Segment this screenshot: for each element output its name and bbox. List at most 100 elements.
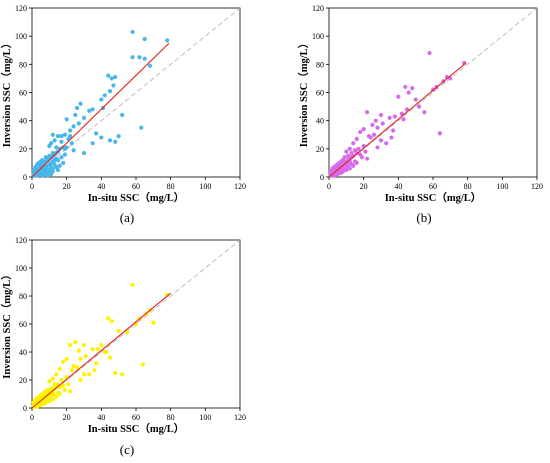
data-point xyxy=(81,115,87,120)
data-point xyxy=(371,132,377,137)
x-tick-label: 20 xyxy=(63,413,71,422)
x-tick-label: 100 xyxy=(496,182,508,191)
y-tick-label: 60 xyxy=(19,320,27,329)
y-axis-label: Inversion SSC（mg/L） xyxy=(0,269,13,378)
data-point xyxy=(130,282,135,287)
data-point xyxy=(94,131,99,136)
data-point xyxy=(62,387,68,392)
data-point xyxy=(62,146,68,151)
data-point xyxy=(57,163,62,168)
data-point xyxy=(78,101,83,106)
data-point xyxy=(54,384,59,390)
data-point xyxy=(396,94,401,99)
data-point xyxy=(68,128,73,133)
data-point xyxy=(99,97,104,102)
data-point xyxy=(78,377,83,383)
data-point xyxy=(90,107,95,112)
data-point xyxy=(40,169,45,174)
x-tick-label: 0 xyxy=(30,182,34,191)
data-point xyxy=(47,379,52,384)
data-point xyxy=(417,104,422,109)
y-tick-label: 80 xyxy=(316,60,324,69)
data-point xyxy=(370,122,375,127)
y-tick-label: 40 xyxy=(316,117,324,126)
data-point xyxy=(111,83,116,88)
data-point xyxy=(61,383,66,388)
data-point xyxy=(387,115,392,120)
data-point xyxy=(36,172,42,177)
data-point xyxy=(81,342,87,348)
data-point xyxy=(52,162,57,167)
data-point xyxy=(68,389,73,394)
fit-line xyxy=(328,62,467,178)
y-tick-label: 0 xyxy=(23,173,27,182)
x-tick-label: 20 xyxy=(63,182,71,191)
data-point xyxy=(50,376,55,381)
data-point xyxy=(399,111,404,116)
data-point xyxy=(48,396,54,401)
x-axis-label: In-situ SSC（mg/L） xyxy=(88,422,185,435)
data-point xyxy=(40,173,45,178)
x-tick-label: 100 xyxy=(199,413,211,422)
y-axis-label: Inversion SSC（mg/L） xyxy=(297,38,310,147)
x-tick-label: 0 xyxy=(30,413,34,422)
y-tick-label: 20 xyxy=(316,145,324,154)
x-tick-label: 40 xyxy=(394,182,402,191)
data-point xyxy=(71,363,76,369)
data-point xyxy=(363,149,368,154)
data-point xyxy=(113,74,118,80)
panel-label: (a) xyxy=(120,210,134,225)
data-point xyxy=(78,356,83,362)
data-point xyxy=(378,112,384,118)
data-point xyxy=(413,97,418,102)
data-point xyxy=(422,110,427,115)
data-point xyxy=(59,155,64,160)
x-tick-label: 40 xyxy=(97,413,105,422)
data-point xyxy=(130,29,135,35)
fit-line xyxy=(31,292,172,409)
data-point xyxy=(68,134,73,139)
x-tick-label: 120 xyxy=(531,182,543,191)
y-tick-label: 0 xyxy=(320,173,324,182)
data-point xyxy=(94,361,99,366)
data-point xyxy=(142,36,147,42)
y-tick-label: 60 xyxy=(316,89,324,98)
y-tick-label: 120 xyxy=(15,236,27,245)
data-point xyxy=(74,105,80,111)
data-point xyxy=(403,84,408,89)
data-point xyxy=(373,118,378,123)
data-point xyxy=(62,132,68,137)
data-point xyxy=(76,121,81,126)
data-point xyxy=(87,372,92,377)
data-point xyxy=(339,170,344,175)
data-point xyxy=(351,153,356,158)
data-point xyxy=(140,362,146,367)
data-point xyxy=(57,366,62,371)
data-point xyxy=(125,330,130,335)
y-tick-label: 80 xyxy=(19,60,27,69)
data-point xyxy=(48,172,54,177)
x-tick-label: 40 xyxy=(97,182,105,191)
data-point xyxy=(55,158,61,163)
data-point xyxy=(52,393,57,398)
chart-panel-3: 0 20 40 60 80 100 120 0 20 40 60 80 100 120 In-situ SS… xyxy=(0,236,246,457)
data-point xyxy=(406,90,411,95)
data-point xyxy=(106,316,111,321)
data-point xyxy=(437,131,443,136)
data-point xyxy=(47,143,52,149)
chart-panel-1: 0 20 40 60 80 100 120 0 20 40 60 80 100 120 In-situ SS… xyxy=(0,4,246,225)
data-point xyxy=(349,162,354,167)
data-point xyxy=(52,138,57,143)
x-tick-label: 60 xyxy=(132,413,140,422)
data-point xyxy=(380,121,385,126)
data-point xyxy=(68,342,73,348)
data-point xyxy=(54,372,59,377)
data-point xyxy=(345,165,351,170)
data-point xyxy=(113,370,118,376)
data-point xyxy=(69,141,74,146)
y-tick-label: 60 xyxy=(19,89,27,98)
data-point xyxy=(391,128,396,133)
data-point xyxy=(144,312,149,317)
data-point xyxy=(368,135,373,140)
